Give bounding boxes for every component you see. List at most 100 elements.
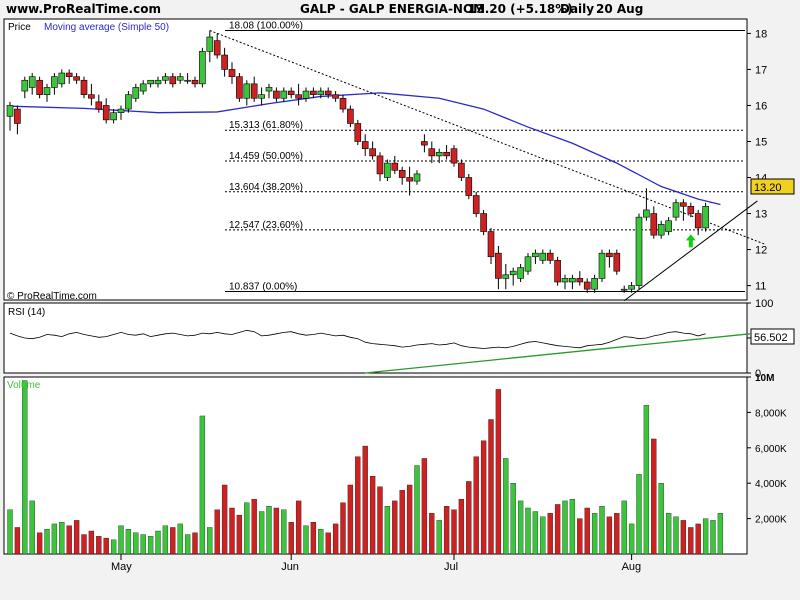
candle-body — [302, 90, 310, 99]
volume-bar — [221, 484, 228, 555]
price-tick-label: 17 — [755, 64, 767, 76]
fib-level-label: 18.08 (100.00%) — [229, 21, 303, 32]
candle-body — [110, 112, 117, 121]
candle-body — [51, 76, 58, 88]
candle-body — [687, 206, 695, 214]
volume-bar — [710, 520, 716, 555]
candle-body — [221, 54, 228, 70]
volume-bar — [414, 465, 420, 555]
quote-change: 13.20 (+5.18%) — [468, 2, 573, 16]
candle-body — [347, 108, 354, 124]
last-price-label: 13.20 — [754, 182, 782, 194]
volume-bar — [44, 529, 50, 555]
candle-body — [228, 69, 236, 77]
volume-bar — [29, 500, 35, 555]
volume-bar — [702, 518, 709, 555]
volume-bar — [66, 525, 72, 555]
candle-body — [324, 90, 332, 95]
candle-body — [295, 94, 302, 99]
volume-bar — [577, 518, 583, 555]
candle-body — [561, 278, 569, 283]
candle-body — [132, 87, 140, 99]
volume-tick-label: 6,000K — [755, 444, 787, 455]
candle-body — [672, 202, 680, 218]
volume-bar — [59, 521, 65, 555]
date-label: 20 Aug — [596, 2, 644, 16]
candle-body — [487, 231, 495, 258]
volume-bar — [155, 530, 161, 555]
candle-body — [443, 151, 450, 157]
volume-bar — [73, 520, 80, 555]
candle-body — [583, 281, 591, 290]
candle-body — [169, 76, 177, 85]
candle-body — [694, 213, 702, 229]
volume-bar — [7, 509, 13, 555]
volume-bar — [510, 483, 516, 555]
candle-body — [65, 72, 73, 77]
candle-body — [332, 94, 339, 99]
candle-body — [554, 260, 561, 283]
candle-body — [43, 87, 51, 95]
candle-body — [502, 274, 510, 279]
volume-bar — [525, 507, 531, 555]
candle-body — [243, 83, 251, 99]
candle-body — [317, 90, 325, 95]
candle-body — [191, 79, 199, 85]
volume-bar — [540, 516, 546, 555]
volume-bar — [436, 520, 442, 555]
candle-body — [258, 94, 265, 99]
candle-body — [80, 79, 88, 95]
candle-body — [250, 83, 258, 99]
candle-body — [147, 79, 154, 85]
candle-body — [391, 162, 399, 171]
volume-bar — [599, 506, 605, 555]
ma-legend: Moving average (Simple 50) — [44, 22, 169, 33]
candle-body — [517, 267, 524, 279]
volume-bar — [251, 498, 257, 555]
volume-bar — [199, 415, 206, 555]
volume-bar — [303, 525, 309, 555]
volume-tick-label: 4,000K — [755, 479, 787, 490]
volume-bar — [184, 534, 191, 555]
volume-bar — [332, 523, 339, 555]
candle-body — [184, 79, 191, 82]
candle-body — [598, 252, 606, 279]
volume-bar — [362, 445, 368, 555]
volume-bar — [517, 500, 524, 555]
volume-bar — [140, 534, 146, 555]
volume-bar — [643, 405, 650, 555]
candle-body — [287, 90, 295, 95]
period-label: Daily — [560, 2, 595, 16]
candle-body — [95, 101, 103, 110]
candle-body — [310, 90, 317, 95]
month-label: Jun — [281, 561, 299, 573]
fib-level-label: 12.547 (23.60%) — [229, 220, 303, 231]
rsi-tick-label: 0 — [755, 368, 761, 380]
volume-bar — [244, 502, 250, 555]
candle-body — [428, 148, 436, 157]
instrument-title: GALP - GALP ENERGIA-NOM — [300, 2, 486, 16]
volume-bar — [51, 523, 58, 555]
last-price-box — [750, 178, 795, 195]
volume-bar — [281, 509, 287, 555]
volume-bar — [628, 523, 635, 555]
volume-bar — [717, 513, 724, 555]
volume-bar — [429, 513, 435, 555]
candle-body — [236, 76, 243, 99]
volume-bar — [96, 536, 102, 555]
candle-body — [354, 123, 362, 142]
volume-bar — [614, 513, 620, 555]
volume-bar — [177, 523, 183, 555]
volume-bar — [377, 486, 383, 555]
candle-body — [532, 252, 539, 258]
candle-body — [413, 173, 421, 182]
rsi-panel-title: RSI (14) — [8, 307, 45, 318]
site-label[interactable]: www.ProRealTime.com — [6, 2, 161, 16]
candle-body — [406, 177, 413, 182]
fib-level-label: 15.313 (61.80%) — [229, 120, 303, 131]
candle-body — [154, 79, 162, 85]
volume-bar — [288, 521, 294, 555]
volume-bar — [310, 521, 317, 555]
volume-bar — [532, 511, 539, 555]
